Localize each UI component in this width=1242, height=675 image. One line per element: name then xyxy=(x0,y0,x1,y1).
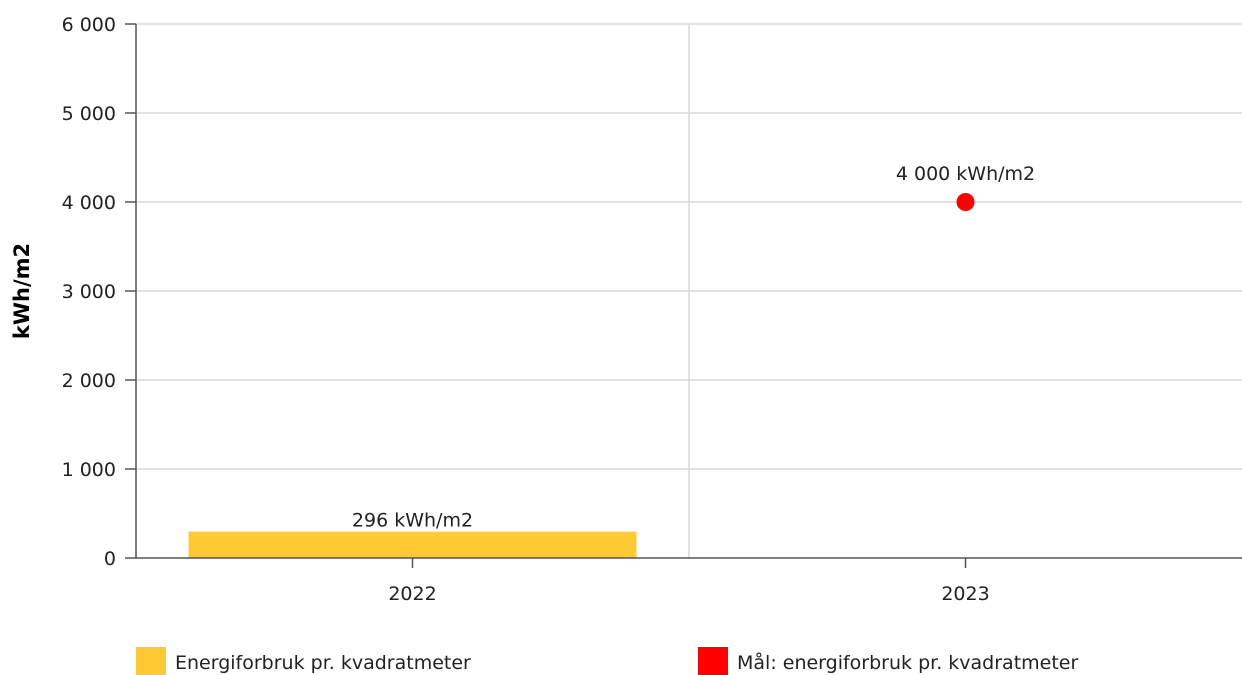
data-label-2022: 296 kWh/m2 xyxy=(352,510,473,532)
y-tick-label: 4 000 xyxy=(62,192,116,214)
data-label-2023: 4 000 kWh/m2 xyxy=(896,163,1035,185)
x-tick-label: 2023 xyxy=(941,583,989,605)
data-labels: 296 kWh/m2 4 000 kWh/m2 xyxy=(352,163,1035,532)
y-tick-label: 1 000 xyxy=(62,459,116,481)
y-tick-label: 5 000 xyxy=(62,103,116,125)
y-tick-label: 6 000 xyxy=(62,14,116,36)
legend-label: Mål: energiforbruk pr. kvadratmeter xyxy=(737,651,1078,674)
y-tick-label: 0 xyxy=(104,548,116,570)
points xyxy=(956,193,975,211)
y-tick-label: 2 000 xyxy=(62,370,116,392)
bar-2022 xyxy=(188,531,637,558)
y-tick-label: 3 000 xyxy=(62,281,116,303)
legend-label: Energiforbruk pr. kvadratmeter xyxy=(175,652,471,674)
bars xyxy=(188,531,637,558)
legend-swatch xyxy=(698,647,728,675)
y-axis-title: kWh/m2 xyxy=(10,243,34,339)
axes: 0 1 000 2 000 3 000 4 000 5 000 6 000 2022 2023 xyxy=(62,14,1242,605)
target-point-2023 xyxy=(956,193,975,211)
x-tick-label: 2022 xyxy=(388,583,436,605)
legend-swatch xyxy=(136,647,166,675)
grid-lines xyxy=(136,23,1242,558)
legend: Energiforbruk pr. kvadratmeter Mål: energ… xyxy=(136,647,1078,675)
